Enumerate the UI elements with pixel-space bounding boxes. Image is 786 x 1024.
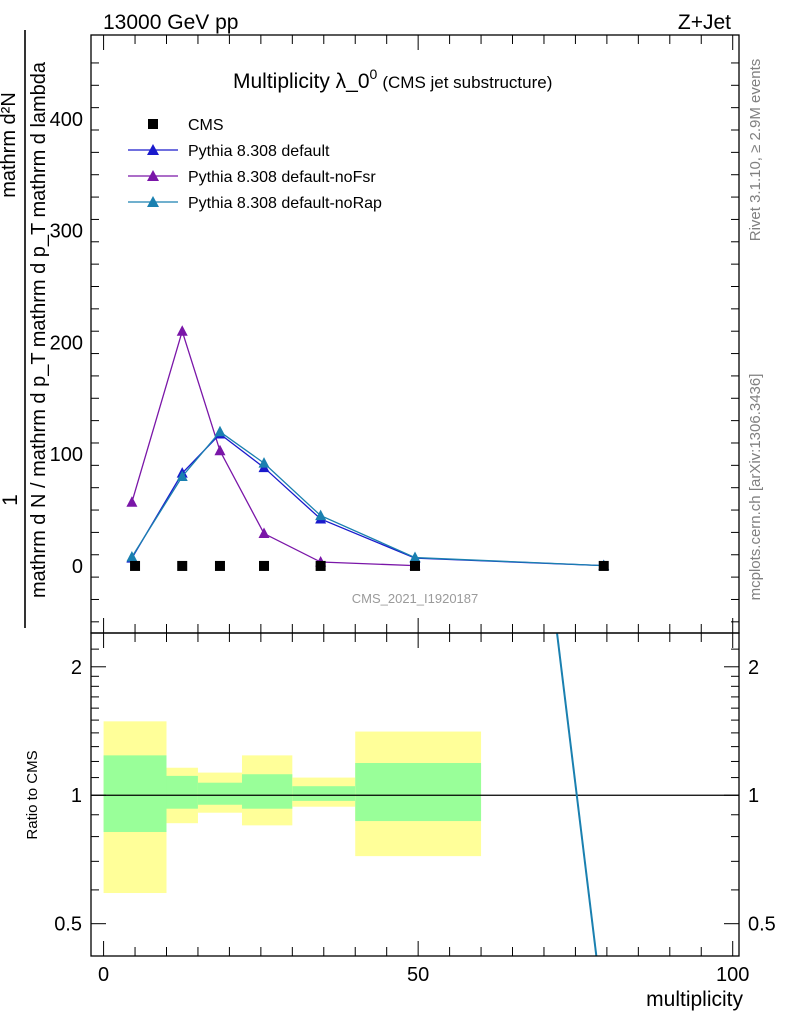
cms-data-point (214, 560, 225, 571)
main-y-tick-label: 0 (72, 556, 83, 578)
legend-marker-norap (147, 196, 159, 207)
series-marker-2 (258, 527, 270, 539)
legend: CMS Pythia 8.308 default Pythia 8.308 de… (128, 117, 382, 212)
rivet-label: Rivet 3.1.10, ≥ 2.9M events (747, 59, 764, 242)
main-y-tick-label: 300 (50, 221, 83, 243)
main-panel: 0 100 200 300 400 (50, 34, 740, 634)
ylabel-numerator-one: 1 (0, 494, 22, 506)
ylabel-denominator: mathrm d N / mathrm d p_T mathrm d p_T m… (28, 61, 50, 598)
series-marker-2 (176, 325, 188, 336)
ratio-panel: 0.5 0.5 1 1 2 2 0 50 100 (54, 632, 776, 986)
series-marker-2 (126, 496, 138, 507)
svg-text:Multiplicity λ_00(CMS jet subs: Multiplicity λ_00 (CMS jet substructure) (233, 66, 552, 93)
uncertainty-band-inner (166, 775, 198, 809)
legend-marker-cms (148, 119, 158, 129)
x-tick-label: 0 (98, 964, 109, 986)
series-line-3 (131, 430, 604, 567)
ratio-frame (90, 632, 740, 957)
cms-data-point (315, 560, 326, 571)
uncertainty-band-inner (103, 755, 167, 833)
ratio-series-line (556, 633, 598, 956)
cms-data-point (130, 560, 141, 571)
series-marker-3 (258, 457, 270, 468)
series-line-1 (131, 433, 604, 567)
legend-label-nofsr: Pythia 8.308 default-noFsr (188, 169, 376, 186)
cms-data-point (410, 560, 420, 571)
ratio-y-tick-label: 2 (71, 657, 82, 679)
legend-label-default: Pythia 8.308 default (188, 143, 330, 160)
series-line-2 (131, 328, 416, 567)
main-y-axis-label: 1 mathrm d N / mathrm d p_T mathrm d p_T… (0, 30, 50, 628)
title-subtitle: (CMS jet substructure) (382, 73, 552, 92)
uncertainty-band-inner (197, 782, 242, 805)
x-tick-label: 100 (716, 964, 749, 986)
main-y-tick-label: 100 (50, 444, 83, 466)
title-main: Multiplicity λ_0 (233, 70, 370, 93)
legend-label-cms: CMS (188, 117, 224, 134)
ylabel-numerator: mathrm d²N (0, 92, 20, 198)
legend-label-norap: Pythia 8.308 default-noRap (188, 195, 382, 212)
x-tick-label: 50 (407, 964, 429, 986)
cms-data-point (177, 560, 188, 571)
series-marker-3 (214, 425, 226, 437)
legend-marker-default (147, 144, 159, 155)
chart-title: Multiplicity λ_00 (CMS jet substructure) (233, 66, 552, 93)
uncertainty-band-inner (355, 763, 482, 822)
process-label: Z+Jet (678, 11, 731, 34)
ratio-y-axis-label: Ratio to CMS (24, 750, 41, 839)
series-marker-3 (126, 550, 138, 562)
x-axis-label: multiplicity (646, 988, 743, 1011)
main-y-tick-label: 400 (50, 109, 83, 131)
source-label: mcplots.cern.ch [arXiv:1306.3436] (747, 374, 764, 601)
title-superscript: 0 (370, 66, 378, 82)
cms-data-point (259, 560, 270, 571)
series-marker-3 (315, 509, 327, 521)
ratio-y-tick-label-right: 1 (748, 785, 759, 807)
cms-data-point (598, 560, 609, 571)
ratio-y-tick-label-right: 2 (748, 657, 759, 679)
series-marker-2 (214, 444, 226, 456)
ratio-plot-area (91, 633, 739, 956)
main-y-tick-label: 200 (50, 332, 83, 354)
series-marker-3 (409, 551, 421, 563)
energy-label: 13000 GeV pp (103, 11, 238, 34)
legend-marker-nofsr (147, 170, 159, 181)
ratio-y-tick-label: 0.5 (54, 914, 82, 936)
ratio-y-tick-label-right: 0.5 (748, 914, 776, 936)
series-marker-3 (176, 470, 188, 482)
uncertainty-band-inner (292, 786, 356, 801)
watermark: CMS_2021_I1920187 (352, 591, 479, 606)
ratio-y-tick-label: 1 (71, 785, 82, 807)
uncertainty-band-inner (241, 774, 293, 809)
